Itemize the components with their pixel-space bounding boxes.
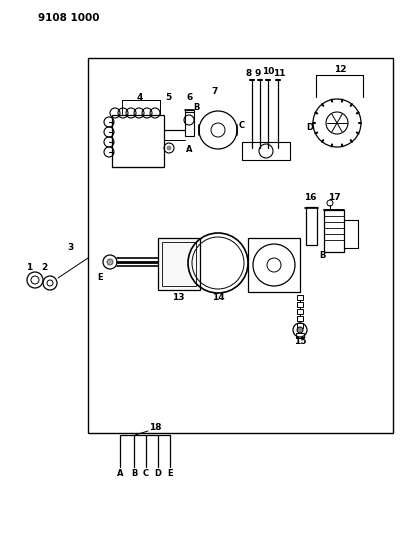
Circle shape (167, 146, 171, 150)
Bar (297, 295, 303, 300)
Text: A: A (117, 469, 123, 478)
Bar (324, 210, 344, 252)
Text: 9: 9 (255, 69, 261, 77)
Bar (158, 238, 200, 290)
Text: 16: 16 (304, 193, 316, 203)
Text: 17: 17 (328, 193, 340, 203)
Text: D: D (307, 123, 314, 132)
Bar (185, 110, 194, 136)
Text: C: C (143, 469, 149, 478)
Text: 1: 1 (26, 263, 32, 272)
Text: B: B (319, 252, 325, 261)
Text: 6: 6 (187, 93, 193, 101)
Bar (306, 207, 317, 245)
Bar (297, 309, 303, 314)
Text: 4: 4 (137, 93, 143, 101)
Text: A: A (186, 146, 192, 155)
Text: B: B (131, 469, 137, 478)
Text: 8: 8 (246, 69, 252, 77)
Text: 10: 10 (262, 67, 274, 76)
Text: 9108 1000: 9108 1000 (38, 13, 99, 23)
Text: 15: 15 (294, 337, 306, 346)
Text: 2: 2 (41, 263, 47, 272)
Text: E: E (97, 273, 103, 282)
Text: 7: 7 (212, 87, 218, 96)
Bar (162, 242, 196, 286)
Text: E: E (167, 469, 173, 478)
Bar (242, 142, 290, 160)
Text: 11: 11 (273, 69, 285, 77)
Bar (296, 333, 304, 338)
Bar (112, 115, 164, 167)
Text: D: D (155, 469, 162, 478)
Text: 14: 14 (212, 294, 224, 303)
Text: 13: 13 (172, 294, 184, 303)
Text: 18: 18 (149, 424, 161, 432)
Text: 5: 5 (165, 93, 171, 101)
Bar (297, 316, 303, 321)
Circle shape (107, 259, 113, 265)
Text: 3: 3 (67, 244, 73, 253)
Text: B: B (193, 102, 199, 111)
Text: 12: 12 (334, 66, 346, 75)
Bar (88, 58, 393, 433)
Bar (297, 302, 303, 307)
Circle shape (297, 327, 303, 333)
Bar (248, 238, 300, 292)
Bar (297, 323, 303, 328)
Text: C: C (239, 120, 245, 130)
